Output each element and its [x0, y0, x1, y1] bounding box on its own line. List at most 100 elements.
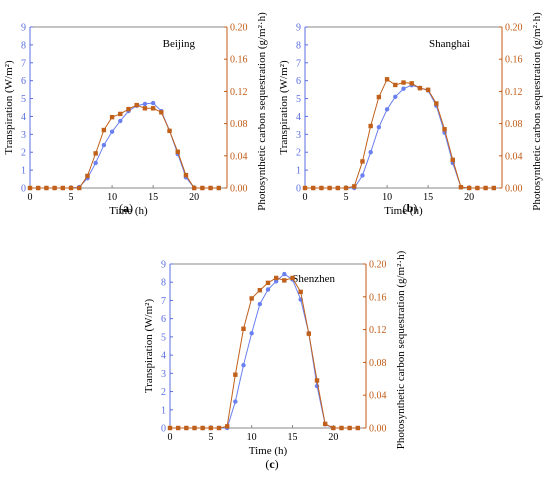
y-left-tick-label: 2	[21, 148, 26, 159]
carbon-point	[282, 278, 287, 283]
city-label: Shanghai	[429, 38, 470, 50]
transpiration-point	[360, 173, 365, 178]
transpiration-point	[401, 86, 406, 91]
x-tick-label: 5	[208, 432, 213, 443]
carbon-point	[233, 372, 238, 377]
carbon-point	[306, 331, 312, 336]
carbon-point	[167, 425, 173, 431]
y-right-tick-label: 0.16	[230, 55, 248, 66]
x-tick-label: 20	[464, 192, 474, 203]
carbon-point	[184, 425, 189, 431]
y-left-tick-label: 4	[161, 351, 166, 362]
carbon-point	[311, 185, 316, 191]
y-left-tick-label: 4	[21, 112, 26, 123]
y-left-tick-label: 1	[21, 166, 26, 177]
y-right-tick-label: 0.00	[369, 424, 387, 435]
transpiration-point	[109, 129, 115, 134]
y-left-tick-label: 0	[161, 424, 166, 435]
y-left-tick-label: 3	[161, 369, 166, 380]
carbon-point	[257, 288, 263, 293]
carbon-point	[134, 102, 139, 108]
transpiration-point	[93, 160, 98, 166]
y-left-tick-label: 8	[21, 40, 26, 51]
carbon-point	[142, 106, 148, 111]
x-tick-label: 20	[189, 192, 199, 203]
transpiration-point	[150, 100, 156, 106]
carbon-point	[368, 123, 373, 129]
y-left-tick-label: 6	[161, 314, 166, 325]
carbon-point	[483, 185, 488, 191]
carbon-point	[126, 106, 131, 112]
carbon-point	[68, 185, 74, 191]
carbon-point	[265, 280, 271, 286]
x-tick-label: 5	[69, 192, 74, 203]
carbon-point	[302, 185, 308, 191]
x-tick-label: 0	[28, 192, 33, 203]
carbon-point	[216, 425, 222, 431]
y-left-tick-label: 7	[296, 58, 301, 69]
y-left-tick-label: 2	[296, 148, 301, 159]
transpiration-point	[257, 301, 263, 307]
chart-panel-c: 0 5 10 15 20 0 1 2 3 4 5 6 7 8 9 0.00 0.04 0.08 0.12 0.16 0.…	[143, 250, 407, 471]
carbon-point	[200, 425, 205, 431]
y-right-tick-label: 0.00	[230, 184, 248, 195]
chart-panel-b: 0 5 10 15 20 0 1 2 3 4 5 6 7 8 9 0.00 0.04 0.08 0.12 0.16 0.…	[278, 12, 543, 217]
y-right-tick-label: 0.08	[369, 358, 387, 369]
carbon-point	[319, 185, 324, 191]
carbon-point	[60, 185, 66, 191]
y-left-tick-label: 3	[296, 130, 301, 141]
carbon-point	[167, 128, 172, 134]
x-tick-label: 15	[288, 432, 298, 443]
carbon-point	[475, 185, 480, 191]
carbon-point	[331, 425, 336, 431]
carbon-point	[224, 424, 230, 429]
y-left-axis-label: Transpiration (W/m²)	[143, 299, 155, 394]
y-left-tick-label: 3	[21, 130, 26, 141]
panel-label: (b)	[403, 201, 418, 215]
transpiration-point	[273, 279, 279, 284]
y-left-tick-label: 0	[296, 184, 301, 195]
transpiration-point	[249, 331, 254, 336]
y-right-tick-label: 0.04	[369, 391, 387, 402]
x-tick-label: 0	[303, 192, 308, 203]
carbon-point	[118, 111, 123, 117]
y-left-tick-label: 5	[296, 94, 301, 105]
transpiration-point	[101, 142, 107, 148]
carbon-point	[417, 85, 423, 91]
y-left-tick-label: 7	[21, 58, 26, 69]
y-left-tick-label: 1	[296, 166, 301, 177]
x-tick-label: 20	[328, 432, 338, 443]
transpiration-point	[118, 118, 123, 124]
carbon-series	[27, 102, 221, 191]
transpiration-line	[170, 273, 358, 429]
y-left-tick-label: 6	[296, 76, 301, 87]
carbon-point	[376, 94, 382, 100]
y-left-tick-label: 9	[296, 23, 301, 34]
carbon-series	[302, 77, 496, 191]
y-left-tick-label: 8	[161, 278, 166, 289]
y-left-tick-label: 5	[161, 332, 166, 343]
carbon-point	[93, 151, 98, 156]
carbon-point	[298, 289, 303, 295]
carbon-point	[384, 77, 390, 82]
carbon-point	[27, 185, 33, 191]
carbon-point	[249, 296, 254, 301]
x-tick-label: 10	[382, 192, 392, 203]
y-left-tick-label: 5	[21, 94, 26, 105]
transpiration-point	[233, 399, 238, 404]
y-left-axis-label: Transpiration (W/m²)	[3, 60, 15, 155]
y-left-tick-label: 1	[161, 405, 166, 416]
y-right-tick-label: 0.12	[369, 325, 387, 336]
carbon-point	[347, 425, 352, 431]
carbon-point	[409, 81, 414, 86]
carbon-point	[327, 185, 332, 191]
carbon-point	[355, 425, 361, 431]
carbon-point	[44, 185, 49, 191]
carbon-point	[200, 185, 205, 191]
x-tick-label: 15	[423, 192, 433, 203]
carbon-point	[175, 149, 180, 154]
y-right-tick-label: 0.16	[505, 55, 523, 66]
y-right-tick-label: 0.20	[505, 23, 523, 34]
x-axis-label: Time (h)	[109, 205, 148, 217]
carbon-point	[241, 326, 246, 331]
